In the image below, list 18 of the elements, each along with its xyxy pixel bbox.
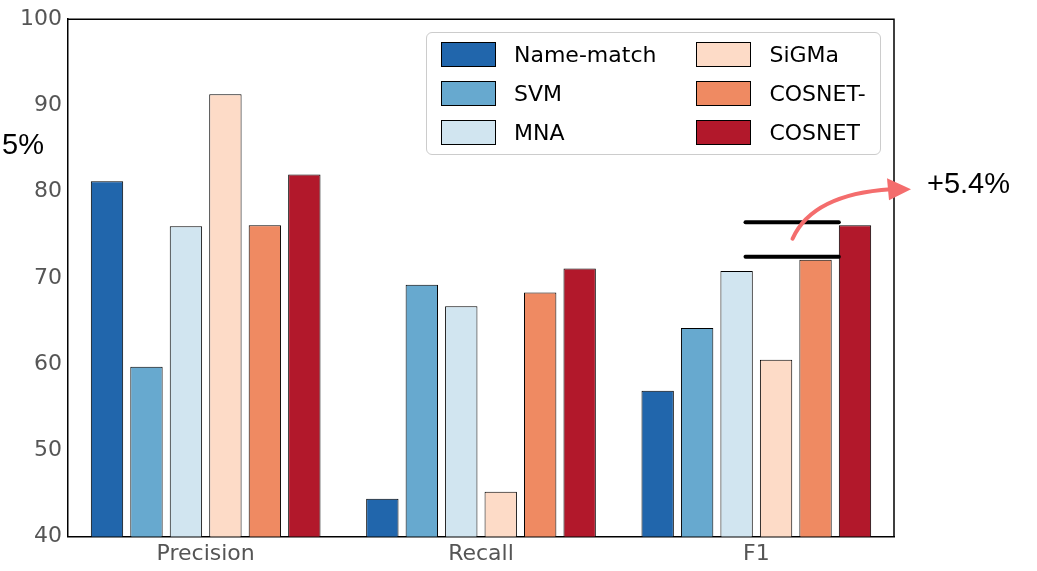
y-tick-label: 70 (34, 263, 62, 289)
y-tick-label: 40 (34, 522, 62, 548)
legend-label: COSNET (769, 120, 860, 146)
text: 5% (2, 128, 44, 161)
legend-label: SVM (514, 81, 562, 107)
y-tick-label: 100 (20, 4, 62, 30)
x-tick-label: F1 (743, 539, 770, 565)
legend-label: COSNET- (769, 81, 866, 107)
x-tick-label: Precision (156, 539, 255, 565)
x-tick-label: Recall (448, 539, 514, 565)
legend-label: MNA (514, 120, 565, 146)
y-tick-label: 80 (34, 177, 62, 203)
text: +5.4% (927, 167, 1011, 201)
y-tick-label: 60 (34, 349, 62, 375)
y-tick-label: 90 (34, 91, 62, 117)
y-tick-label: 50 (34, 436, 62, 462)
legend-label: SiGMa (769, 42, 840, 68)
legend-label: Name-match (514, 42, 657, 68)
